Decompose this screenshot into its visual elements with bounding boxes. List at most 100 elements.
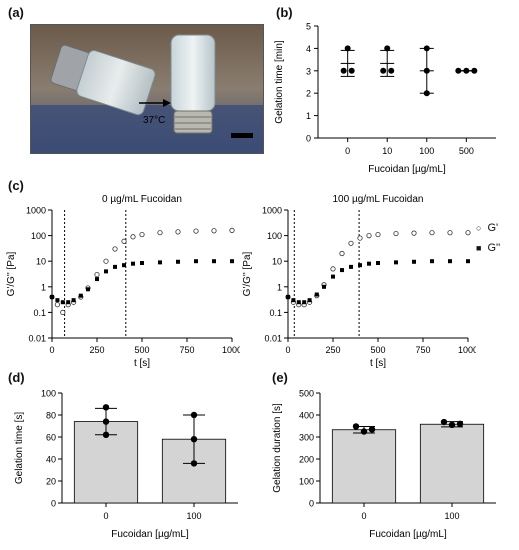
data-point — [463, 67, 470, 74]
g-prime-point — [348, 240, 354, 246]
y-tick-label: 2 — [306, 89, 311, 99]
g-prime-point — [411, 230, 417, 236]
x-tick-label: 1000 — [458, 345, 476, 355]
x-tick-label: 0 — [103, 511, 108, 521]
vial-photo: 37°C — [30, 24, 264, 154]
panel-label-d: (d) — [8, 370, 25, 385]
g-prime-point — [330, 266, 336, 272]
g-prime-point — [94, 271, 100, 278]
data-point — [344, 45, 351, 52]
y-tick-label: 0 — [309, 499, 314, 509]
data-point — [456, 420, 464, 427]
y-tick-label: 1 — [41, 282, 46, 292]
y-tick-label: 0.01 — [28, 334, 46, 344]
g-double-prime-point — [55, 298, 60, 303]
g-double-prime-point — [307, 298, 312, 303]
g-prime-point — [465, 230, 471, 236]
y-tick-label: 40 — [46, 455, 56, 465]
chart-title: 0 µg/mL Fucoidan — [102, 194, 182, 205]
data-point — [388, 67, 395, 74]
g-double-prime-point — [60, 300, 65, 305]
g-double-prime-point — [291, 298, 296, 303]
g-double-prime-point — [286, 294, 290, 299]
g-prime-point — [429, 230, 435, 236]
y-tick-label: 3 — [306, 66, 311, 76]
g-prime-point — [375, 231, 381, 238]
y-tick-label: 0.1 — [33, 308, 46, 318]
x-tick-label: 0 — [49, 345, 54, 355]
g-double-prime-point — [314, 292, 319, 297]
data-point — [348, 67, 355, 74]
y-axis-label: Gelation time [min] — [274, 40, 285, 124]
g-prime-point — [193, 228, 199, 234]
g-double-prime-point — [158, 260, 162, 265]
g-double-prime-point — [302, 300, 307, 305]
x-axis-label: t [s] — [370, 358, 386, 368]
g-double-prime-point — [331, 274, 335, 279]
y-tick-label: 500 — [299, 389, 314, 399]
g-double-prime-point — [412, 259, 416, 264]
g-double-prime-point — [367, 261, 371, 266]
y-axis-label: G'/G'' [Pa] — [6, 251, 17, 296]
g-double-prime-point — [176, 259, 180, 264]
g-double-prime-point — [194, 259, 198, 264]
panel-label-e: (e) — [272, 370, 288, 385]
scale-bar — [231, 133, 253, 138]
y-tick-label: 100 — [41, 389, 56, 399]
g-double-prime-point — [212, 259, 216, 264]
legend-item-g-double-prime: ■ G'' — [476, 238, 500, 258]
x-axis-label: Fucoidan [µg/mL] — [368, 164, 446, 175]
y-axis-label: G'/G'' [Pa] — [242, 251, 253, 296]
arrow-head — [163, 99, 171, 107]
legend-label-g-prime: G' — [487, 222, 499, 234]
g-double-prime-point — [448, 259, 452, 264]
g-prime-point — [54, 302, 61, 308]
x-tick-label: 250 — [89, 345, 104, 355]
g-double-prime-point — [394, 260, 398, 265]
g-double-prime-point — [95, 277, 99, 282]
chart-c1-rheology-0: 0 µg/mL Fucoidan 0.01 0.1 1 10 100 1000 0 250 500… — [6, 194, 240, 368]
g-double-prime-point — [358, 263, 362, 268]
data-point — [423, 45, 430, 52]
data-point — [102, 418, 110, 425]
g-prime-point — [339, 250, 345, 257]
data-point — [380, 67, 387, 74]
g-double-prime-point — [140, 261, 144, 266]
y-tick-label: 80 — [46, 411, 56, 421]
y-tick-label: 60 — [46, 433, 56, 443]
x-tick-label: 10 — [382, 146, 392, 156]
g-double-prime-point — [86, 287, 90, 292]
g-double-prime-point — [340, 268, 344, 273]
y-tick-label: 100 — [31, 231, 46, 241]
g-double-prime-point — [50, 294, 54, 299]
y-tick-label: 100 — [267, 231, 282, 241]
y-tick-label: 20 — [46, 477, 56, 487]
g-prime-point — [357, 235, 363, 241]
g-prime-point — [447, 230, 453, 236]
y-tick-label: 5 — [306, 22, 311, 32]
y-tick-label: 1000 — [26, 206, 46, 216]
y-tick-label: 100 — [299, 477, 314, 487]
g-double-prime-point — [78, 293, 83, 298]
x-tick-label: 500 — [370, 345, 385, 355]
g-prime-point — [393, 230, 399, 237]
x-tick-label: 0 — [361, 511, 366, 521]
g-double-prime-point — [296, 300, 301, 305]
g-double-prime-point — [122, 263, 126, 268]
g-double-prime-point — [71, 298, 76, 303]
x-tick-label: 0 — [345, 146, 350, 156]
g-prime-point — [211, 228, 217, 234]
data-point — [448, 421, 456, 429]
g-double-prime-point — [349, 264, 353, 269]
y-tick-label: 10 — [272, 257, 282, 267]
y-tick-label: 10 — [36, 257, 46, 267]
y-axis-label: Gelation time [s] — [14, 412, 25, 484]
g-prime-point — [121, 238, 127, 244]
data-point — [190, 436, 198, 443]
g-prime-point — [157, 230, 163, 236]
chart-d-gelation-time-s: 0 20 40 60 80 100 0 100 Fucoidan [µg/mL] Gelation… — [14, 389, 238, 540]
x-axis-label: Fucoidan [µg/mL] — [369, 529, 447, 540]
chart-e-gelation-duration: 0 100 200 300 400 500 0 100 Fucoidan [µg/mL] Gela… — [272, 389, 496, 540]
y-tick-label: 400 — [299, 411, 314, 421]
g-prime-point — [103, 258, 109, 264]
